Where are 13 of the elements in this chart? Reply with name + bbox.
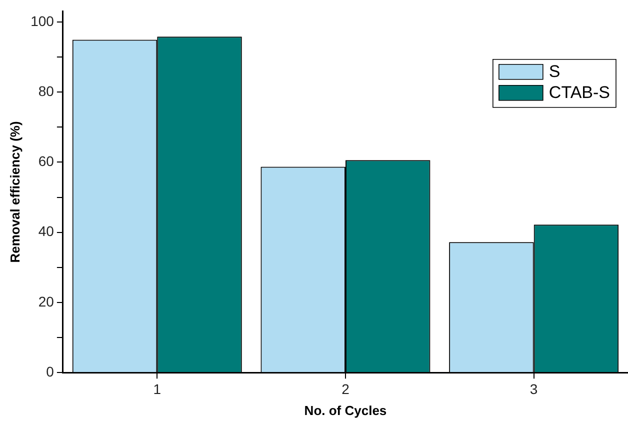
legend-label: CTAB-S (548, 83, 610, 102)
y-tick-label: 60 (38, 153, 54, 170)
y-tick-label: 20 (38, 293, 54, 310)
y-tick-label: 100 (30, 12, 54, 29)
x-tick-label: 2 (342, 380, 350, 397)
x-axis-title: No. of Cycles (304, 402, 387, 418)
legend-label: S (548, 62, 560, 82)
y-tick-label: 80 (38, 82, 54, 99)
y-axis-title: Removal efficiency (%) (7, 121, 22, 263)
y-tick-label: 40 (38, 223, 54, 240)
x-tick-label: 3 (530, 380, 538, 397)
x-tick-label: 1 (153, 380, 162, 397)
y-tick-label: 0 (46, 363, 54, 380)
